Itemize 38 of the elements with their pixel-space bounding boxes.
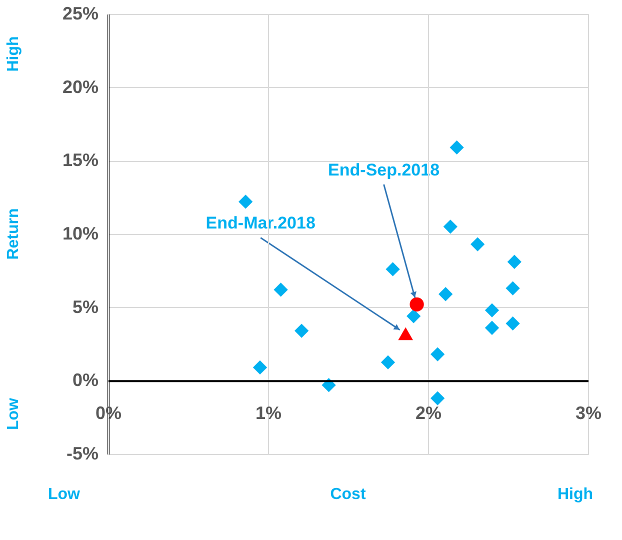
- point: [398, 327, 414, 340]
- point: [380, 355, 396, 370]
- point: [238, 194, 253, 209]
- point: [274, 282, 288, 297]
- point: [438, 287, 453, 302]
- point: [410, 297, 424, 312]
- point: [406, 309, 421, 324]
- annotation: End-Mar.2018: [206, 214, 316, 233]
- y-tick-label: 0%: [72, 370, 98, 390]
- x-tick-label: 3%: [575, 403, 602, 424]
- x-tick-label: 1%: [255, 403, 282, 424]
- point: [470, 237, 485, 252]
- y-axis-title: Return: [5, 208, 22, 260]
- point: [443, 220, 458, 234]
- text: Low: [48, 486, 81, 503]
- x-axis-title: Cost: [330, 486, 366, 503]
- point: [507, 254, 522, 269]
- y-tick-label: 10%: [62, 224, 98, 244]
- point: [430, 391, 445, 406]
- point: [506, 316, 520, 331]
- point: [294, 324, 309, 338]
- point: [252, 360, 268, 375]
- text: High: [557, 486, 593, 503]
- point: [386, 262, 400, 276]
- point: [506, 281, 520, 296]
- y-tick-label: 25%: [62, 4, 98, 24]
- annotation: End-Sep.2018: [328, 160, 440, 180]
- x-tick-label: 2%: [415, 403, 442, 424]
- y-tick-label: 5%: [72, 296, 98, 317]
- text: Low: [5, 397, 22, 430]
- point: [450, 140, 464, 155]
- point: [430, 347, 445, 362]
- text: High: [5, 36, 22, 72]
- point: [484, 303, 500, 318]
- y-tick-label: 15%: [62, 150, 98, 170]
- point: [484, 320, 500, 335]
- y-tick-label: -5%: [66, 444, 98, 464]
- y-tick-label: 20%: [62, 76, 98, 97]
